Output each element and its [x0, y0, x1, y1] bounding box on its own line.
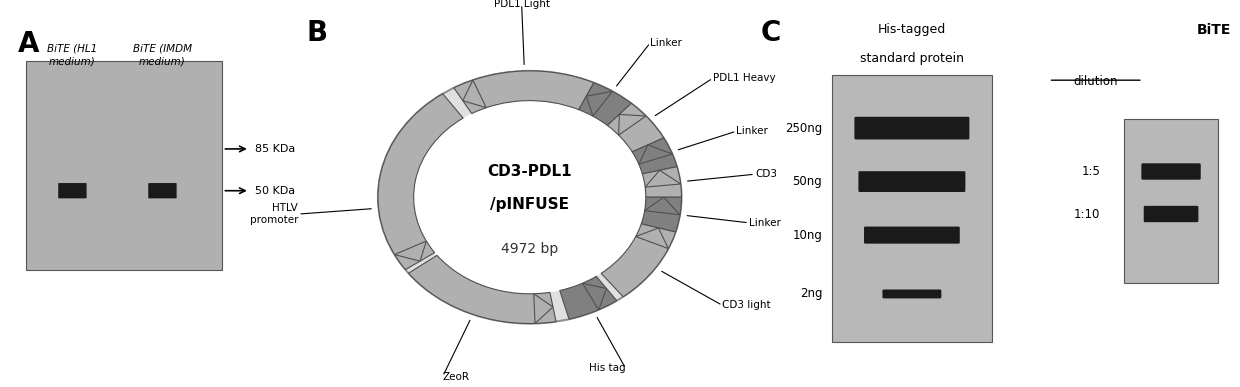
FancyBboxPatch shape	[149, 183, 176, 199]
FancyBboxPatch shape	[864, 226, 960, 244]
Wedge shape	[632, 138, 677, 174]
Wedge shape	[378, 94, 464, 270]
Text: CD3-PDL1: CD3-PDL1	[487, 164, 572, 179]
Wedge shape	[559, 276, 616, 319]
FancyBboxPatch shape	[26, 61, 222, 270]
Text: 2ng: 2ng	[800, 288, 822, 300]
Text: dilution: dilution	[1074, 75, 1118, 87]
Wedge shape	[641, 197, 682, 232]
Text: A: A	[17, 30, 40, 58]
Text: BiTE: BiTE	[1197, 22, 1230, 37]
Text: 10ng: 10ng	[792, 229, 822, 241]
Text: 50 KDa: 50 KDa	[255, 186, 295, 196]
Text: C: C	[761, 19, 781, 47]
FancyBboxPatch shape	[883, 289, 941, 298]
Text: /pINFUSE: /pINFUSE	[490, 197, 569, 212]
Text: 1:10: 1:10	[1074, 207, 1100, 221]
Text: HTLV
promoter: HTLV promoter	[249, 203, 298, 225]
Text: PDL1 Heavy: PDL1 Heavy	[713, 73, 775, 83]
Polygon shape	[645, 197, 680, 215]
Text: 1:5: 1:5	[1081, 165, 1100, 178]
Text: 85 KDa: 85 KDa	[255, 144, 295, 154]
Circle shape	[414, 101, 646, 294]
Text: B: B	[306, 19, 327, 47]
Wedge shape	[579, 83, 631, 125]
Text: standard protein: standard protein	[859, 52, 963, 65]
Polygon shape	[583, 283, 606, 310]
Polygon shape	[619, 115, 646, 135]
Text: BiTE (IMDM
medium): BiTE (IMDM medium)	[133, 44, 192, 66]
Text: 50ng: 50ng	[792, 175, 822, 188]
Text: His tag: His tag	[589, 363, 626, 373]
Wedge shape	[454, 71, 594, 113]
Wedge shape	[601, 224, 676, 297]
Polygon shape	[645, 170, 681, 187]
Text: CD3 light: CD3 light	[723, 300, 771, 310]
Polygon shape	[636, 228, 668, 248]
Text: Linker: Linker	[737, 126, 769, 136]
Wedge shape	[408, 255, 556, 324]
Text: 4972 bp: 4972 bp	[501, 242, 558, 256]
Wedge shape	[608, 103, 663, 152]
Text: Linker: Linker	[749, 218, 781, 228]
Text: His-tagged: His-tagged	[878, 22, 946, 36]
FancyBboxPatch shape	[854, 117, 970, 139]
FancyBboxPatch shape	[1141, 163, 1200, 180]
Polygon shape	[533, 294, 553, 324]
Text: Linker: Linker	[650, 38, 682, 48]
Text: 250ng: 250ng	[785, 122, 822, 135]
Polygon shape	[463, 80, 486, 108]
FancyBboxPatch shape	[832, 75, 992, 342]
Text: PDL1 Light: PDL1 Light	[494, 0, 549, 9]
Polygon shape	[394, 241, 427, 261]
Polygon shape	[587, 91, 613, 116]
Text: CD3: CD3	[755, 169, 777, 179]
FancyBboxPatch shape	[1143, 206, 1198, 222]
Text: ZeoR: ZeoR	[443, 372, 470, 382]
Wedge shape	[642, 167, 682, 197]
FancyBboxPatch shape	[1123, 119, 1218, 283]
Circle shape	[378, 71, 682, 324]
FancyBboxPatch shape	[858, 171, 966, 192]
Polygon shape	[639, 145, 672, 164]
FancyBboxPatch shape	[58, 183, 87, 199]
Text: BiTE (HL1
medium): BiTE (HL1 medium)	[47, 44, 98, 66]
